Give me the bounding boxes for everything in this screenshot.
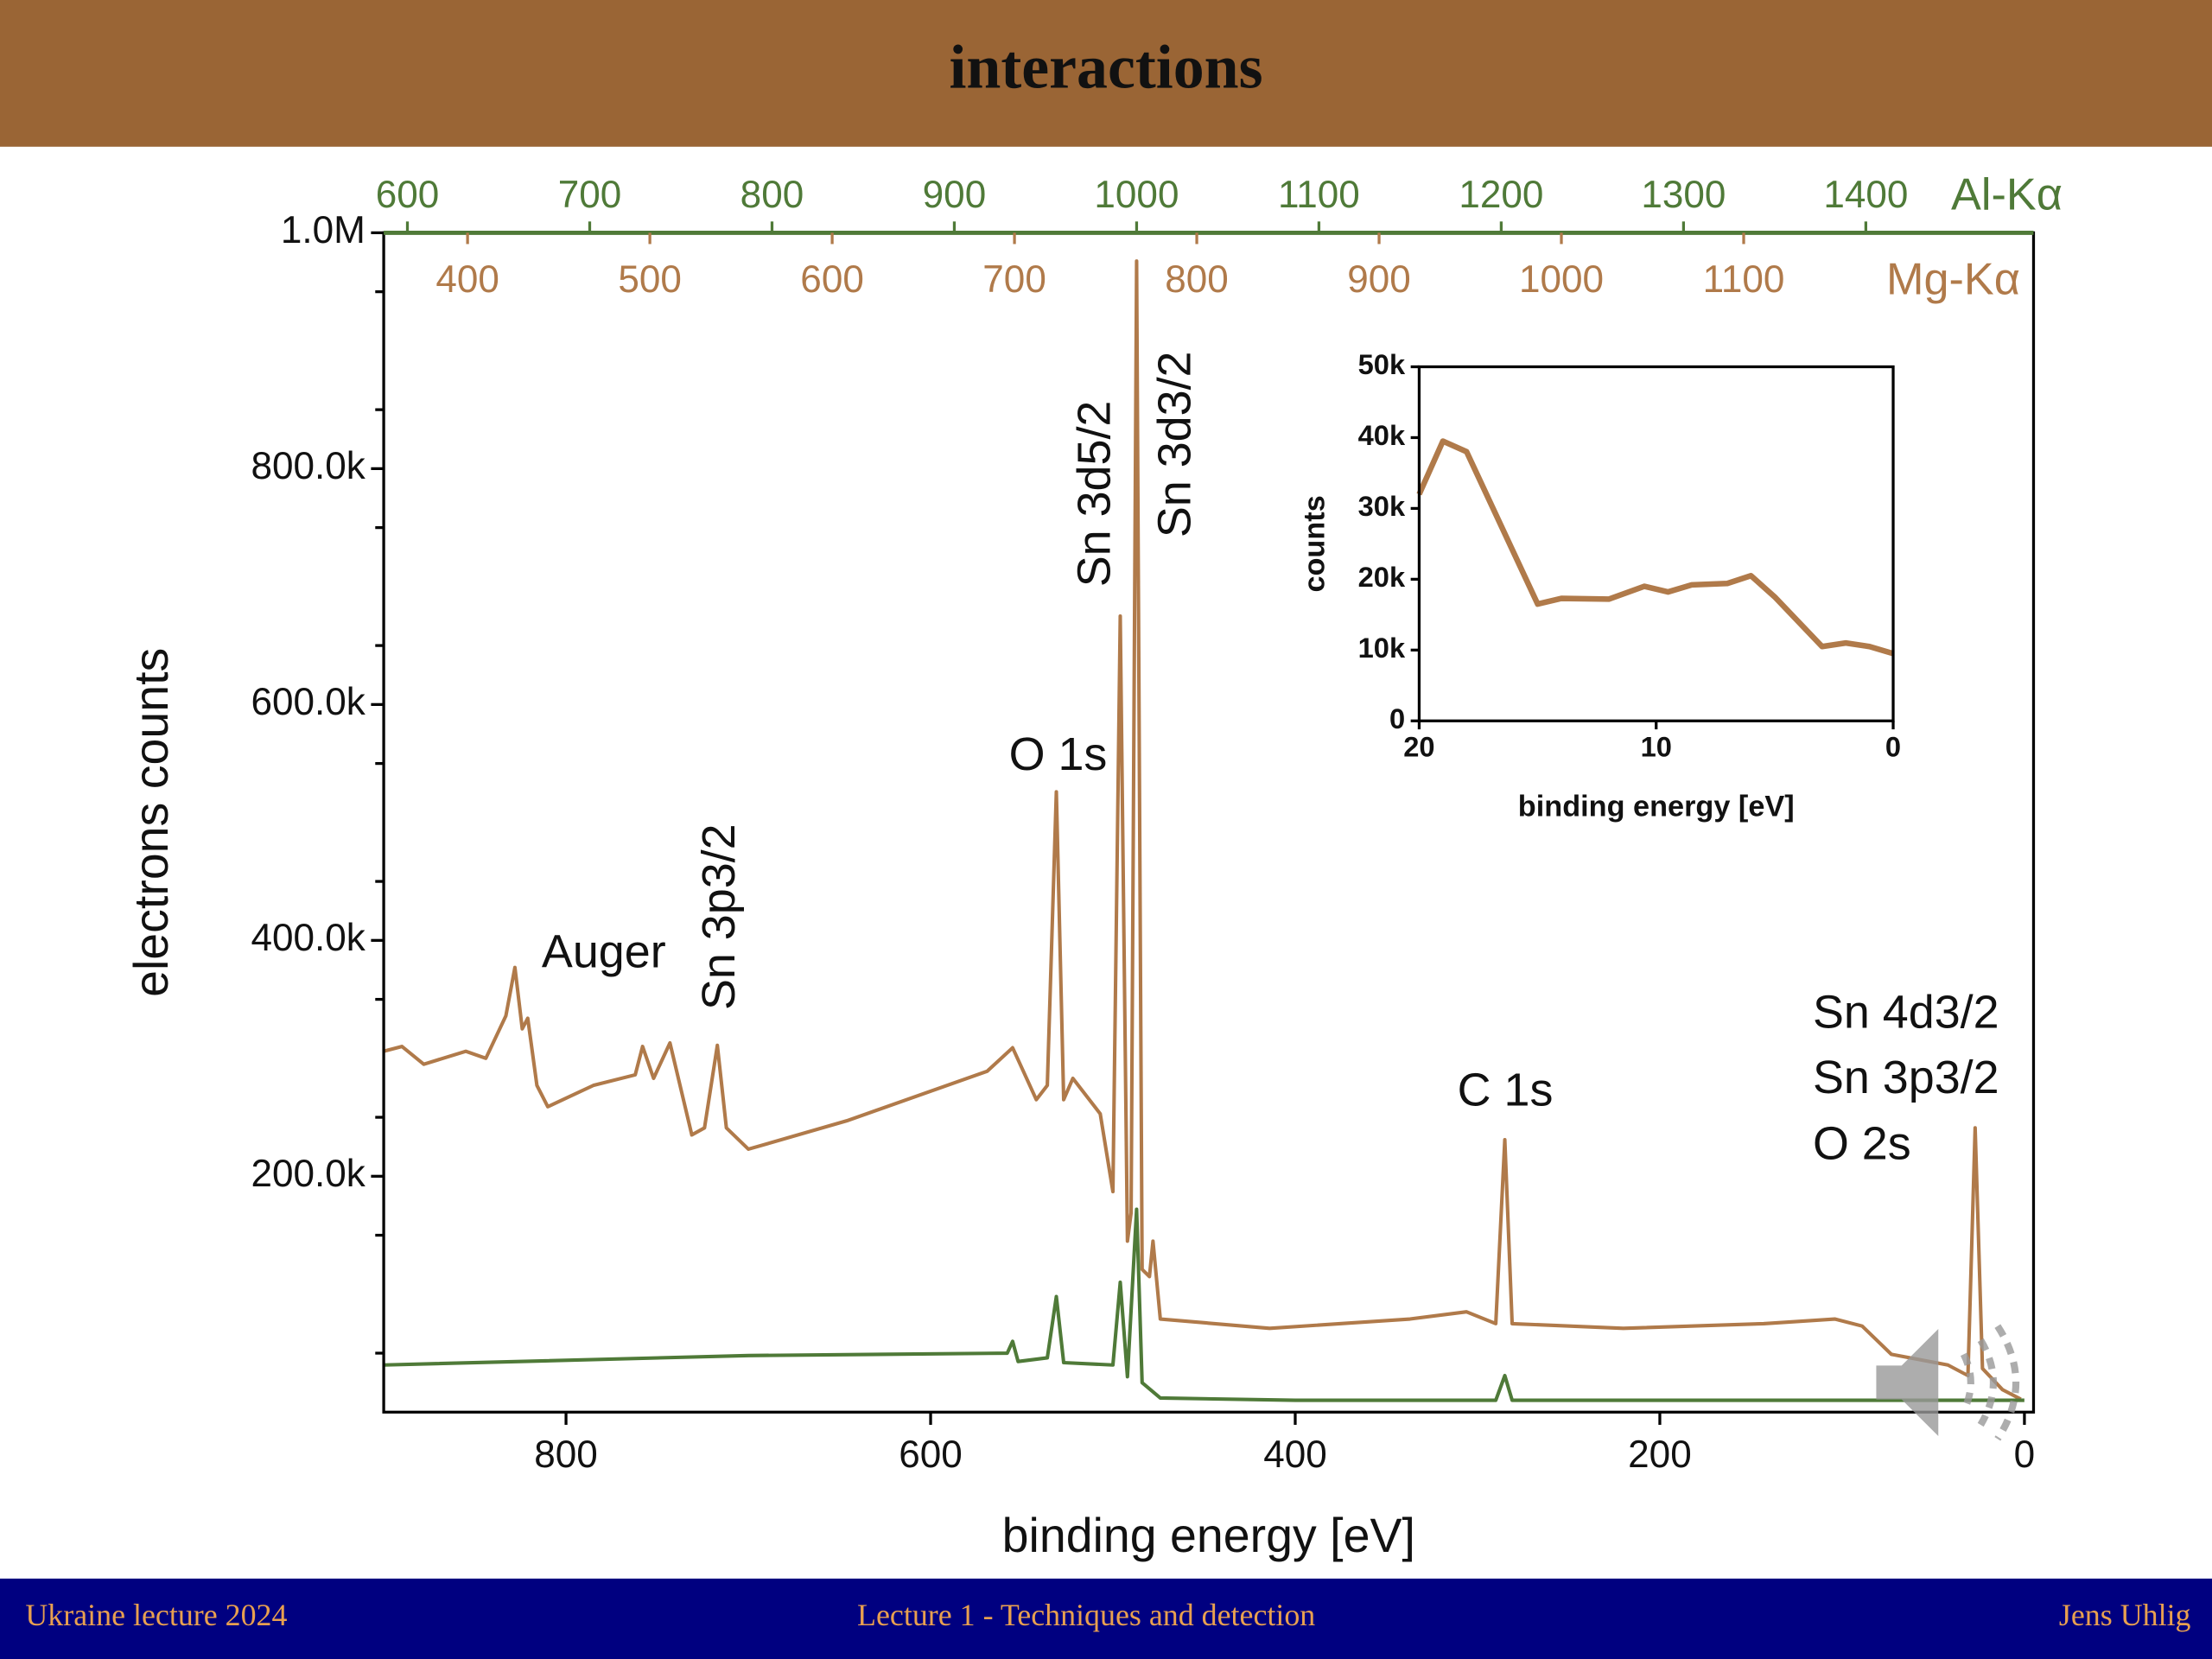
peak-annotation: O 1s: [1009, 728, 1108, 780]
x-tick-label: 0: [2014, 1433, 2036, 1476]
y-tick-label: 1.0M: [281, 209, 365, 251]
chart: 800 600 400 200 0200.0k400.0k600.0k800.0k1.0…: [124, 169, 2063, 1562]
y-tick-label: 40k: [1358, 419, 1406, 451]
peak-annotation: C 1s: [1458, 1065, 1554, 1116]
top-x-tick-label: 800: [1165, 258, 1229, 301]
x-tick-label: 10: [1641, 731, 1672, 763]
top-x-tick-label: 1000: [1094, 174, 1179, 216]
top-x-tick-label: 700: [558, 174, 622, 216]
top-x-tick-label: 1100: [1278, 174, 1360, 216]
y-tick-label: 20k: [1358, 561, 1406, 593]
peak-annotation: Auger: [542, 926, 666, 978]
x-axis-label: binding energy [eV]: [1518, 791, 1795, 823]
y-tick-label: 0: [1389, 702, 1405, 734]
top-x-tick-label: 600: [376, 174, 440, 216]
peak-annotation: Sn 3d5/2: [1068, 401, 1120, 588]
top-x-tick-label: 800: [741, 174, 804, 216]
data-line: [1416, 438, 1894, 657]
y-axis-label: electrons counts: [124, 648, 178, 997]
legend-axis-name: Mg-Kα: [1886, 254, 2020, 304]
inset-background: [1419, 366, 1894, 721]
y-tick-label: 400.0k: [251, 917, 366, 959]
slide-title: interactions: [949, 32, 1262, 101]
footer-left: Ukraine lecture 2024: [25, 1598, 287, 1632]
peak-annotation: O 2s: [1813, 1118, 1911, 1170]
x-tick-label: 0: [1885, 731, 1901, 763]
x-tick-label: 20: [1403, 731, 1434, 763]
top-x-tick-label: 1200: [1459, 174, 1543, 216]
x-tick-label: 600: [899, 1433, 963, 1476]
top-x-tick-label: 400: [435, 258, 499, 301]
y-tick-label: 50k: [1358, 348, 1406, 380]
top-x-tick-label: 500: [618, 258, 682, 301]
peak-annotation: Sn 3p3/2: [1813, 1052, 1999, 1103]
top-x-tick-label: 900: [1347, 258, 1411, 301]
data-line: [384, 1207, 2024, 1402]
legend-axis-name: Al-Kα: [1951, 169, 2063, 219]
footer-bar: [0, 1578, 2212, 1659]
y-tick-label: 30k: [1358, 490, 1406, 522]
y-tick-label: 600.0k: [251, 681, 366, 723]
peak-annotation: Sn 3p3/2: [693, 823, 745, 1010]
x-axis-label: binding energy [eV]: [1002, 1509, 1415, 1562]
speaker-icon[interactable]: [1876, 1324, 2020, 1441]
footer-right: Jens Uhlig: [2059, 1598, 2191, 1632]
peak-annotation: Sn 4d3/2: [1813, 987, 1999, 1039]
y-tick-label: 800.0k: [251, 445, 366, 487]
top-x-tick-label: 1300: [1641, 174, 1726, 216]
y-axis-label: counts: [1298, 495, 1331, 592]
peak-annotation: Sn 3d3/2: [1148, 351, 1200, 537]
x-tick-label: 200: [1628, 1433, 1692, 1476]
top-x-tick-label: 1400: [1823, 174, 1908, 216]
header-bar: [0, 0, 2212, 147]
x-tick-label: 400: [1263, 1433, 1327, 1476]
top-x-tick-label: 1100: [1703, 258, 1785, 301]
y-tick-label: 200.0k: [251, 1153, 366, 1195]
top-x-tick-label: 900: [923, 174, 987, 216]
x-tick-label: 800: [534, 1433, 598, 1476]
footer-center: Lecture 1 - Techniques and detection: [857, 1598, 1315, 1632]
top-x-tick-label: 700: [982, 258, 1046, 301]
data-line: [383, 259, 2022, 1402]
top-x-tick-label: 1000: [1519, 258, 1604, 301]
top-x-tick-label: 600: [800, 258, 864, 301]
y-tick-label: 10k: [1358, 632, 1406, 664]
